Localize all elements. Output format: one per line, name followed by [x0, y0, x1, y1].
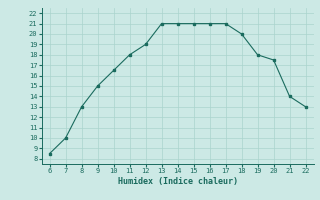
- X-axis label: Humidex (Indice chaleur): Humidex (Indice chaleur): [118, 177, 237, 186]
